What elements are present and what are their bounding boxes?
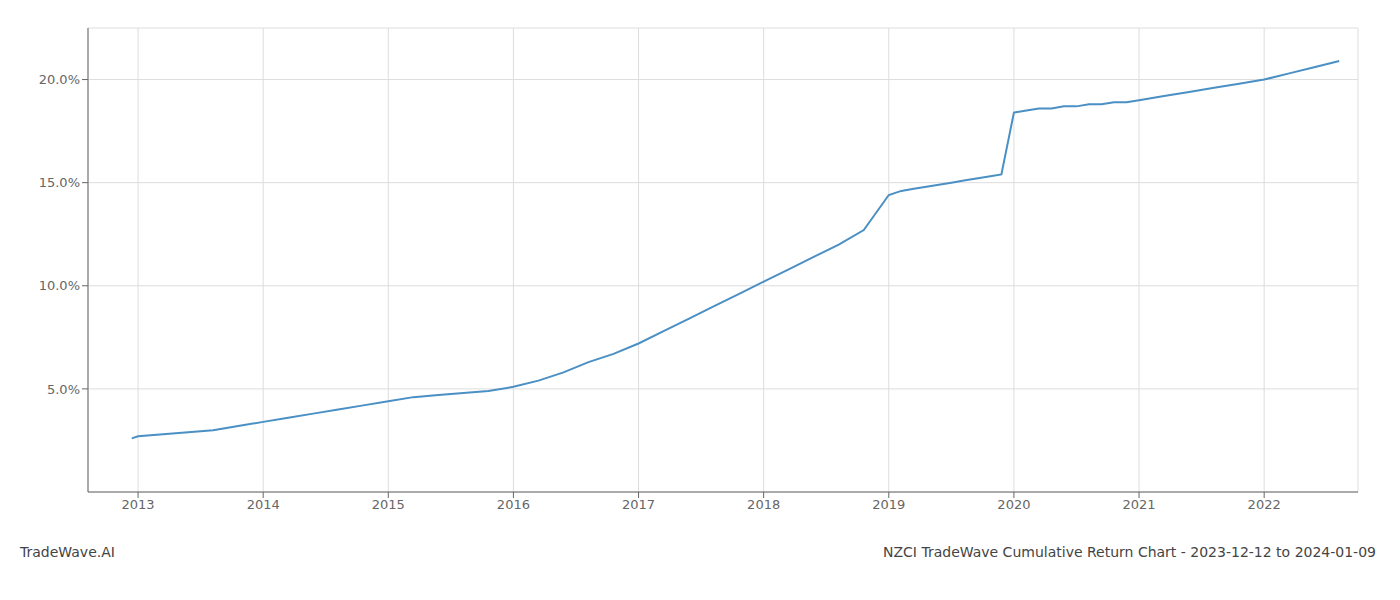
html-text:NZCI TradeWave Cumulative Retu: NZCI TradeWave Cumulative Return Chart -… bbox=[883, 544, 1376, 560]
svg-text:2019: 2019 bbox=[872, 497, 905, 512]
svg-text:2013: 2013 bbox=[122, 497, 155, 512]
svg-text:2021: 2021 bbox=[1122, 497, 1155, 512]
svg-text:15.0%: 15.0% bbox=[39, 175, 80, 190]
svg-text:2014: 2014 bbox=[247, 497, 280, 512]
svg-text:2022: 2022 bbox=[1248, 497, 1281, 512]
svg-text:10.0%: 10.0% bbox=[39, 278, 80, 293]
svg-text:2020: 2020 bbox=[997, 497, 1030, 512]
html-text:TradeWave.AI: TradeWave.AI bbox=[20, 544, 115, 560]
svg-text:2016: 2016 bbox=[497, 497, 530, 512]
svg-text:2017: 2017 bbox=[622, 497, 655, 512]
svg-text:5.0%: 5.0% bbox=[47, 382, 80, 397]
svg-text:20.0%: 20.0% bbox=[39, 72, 80, 87]
svg-text:2018: 2018 bbox=[747, 497, 780, 512]
svg-text:2015: 2015 bbox=[372, 497, 405, 512]
